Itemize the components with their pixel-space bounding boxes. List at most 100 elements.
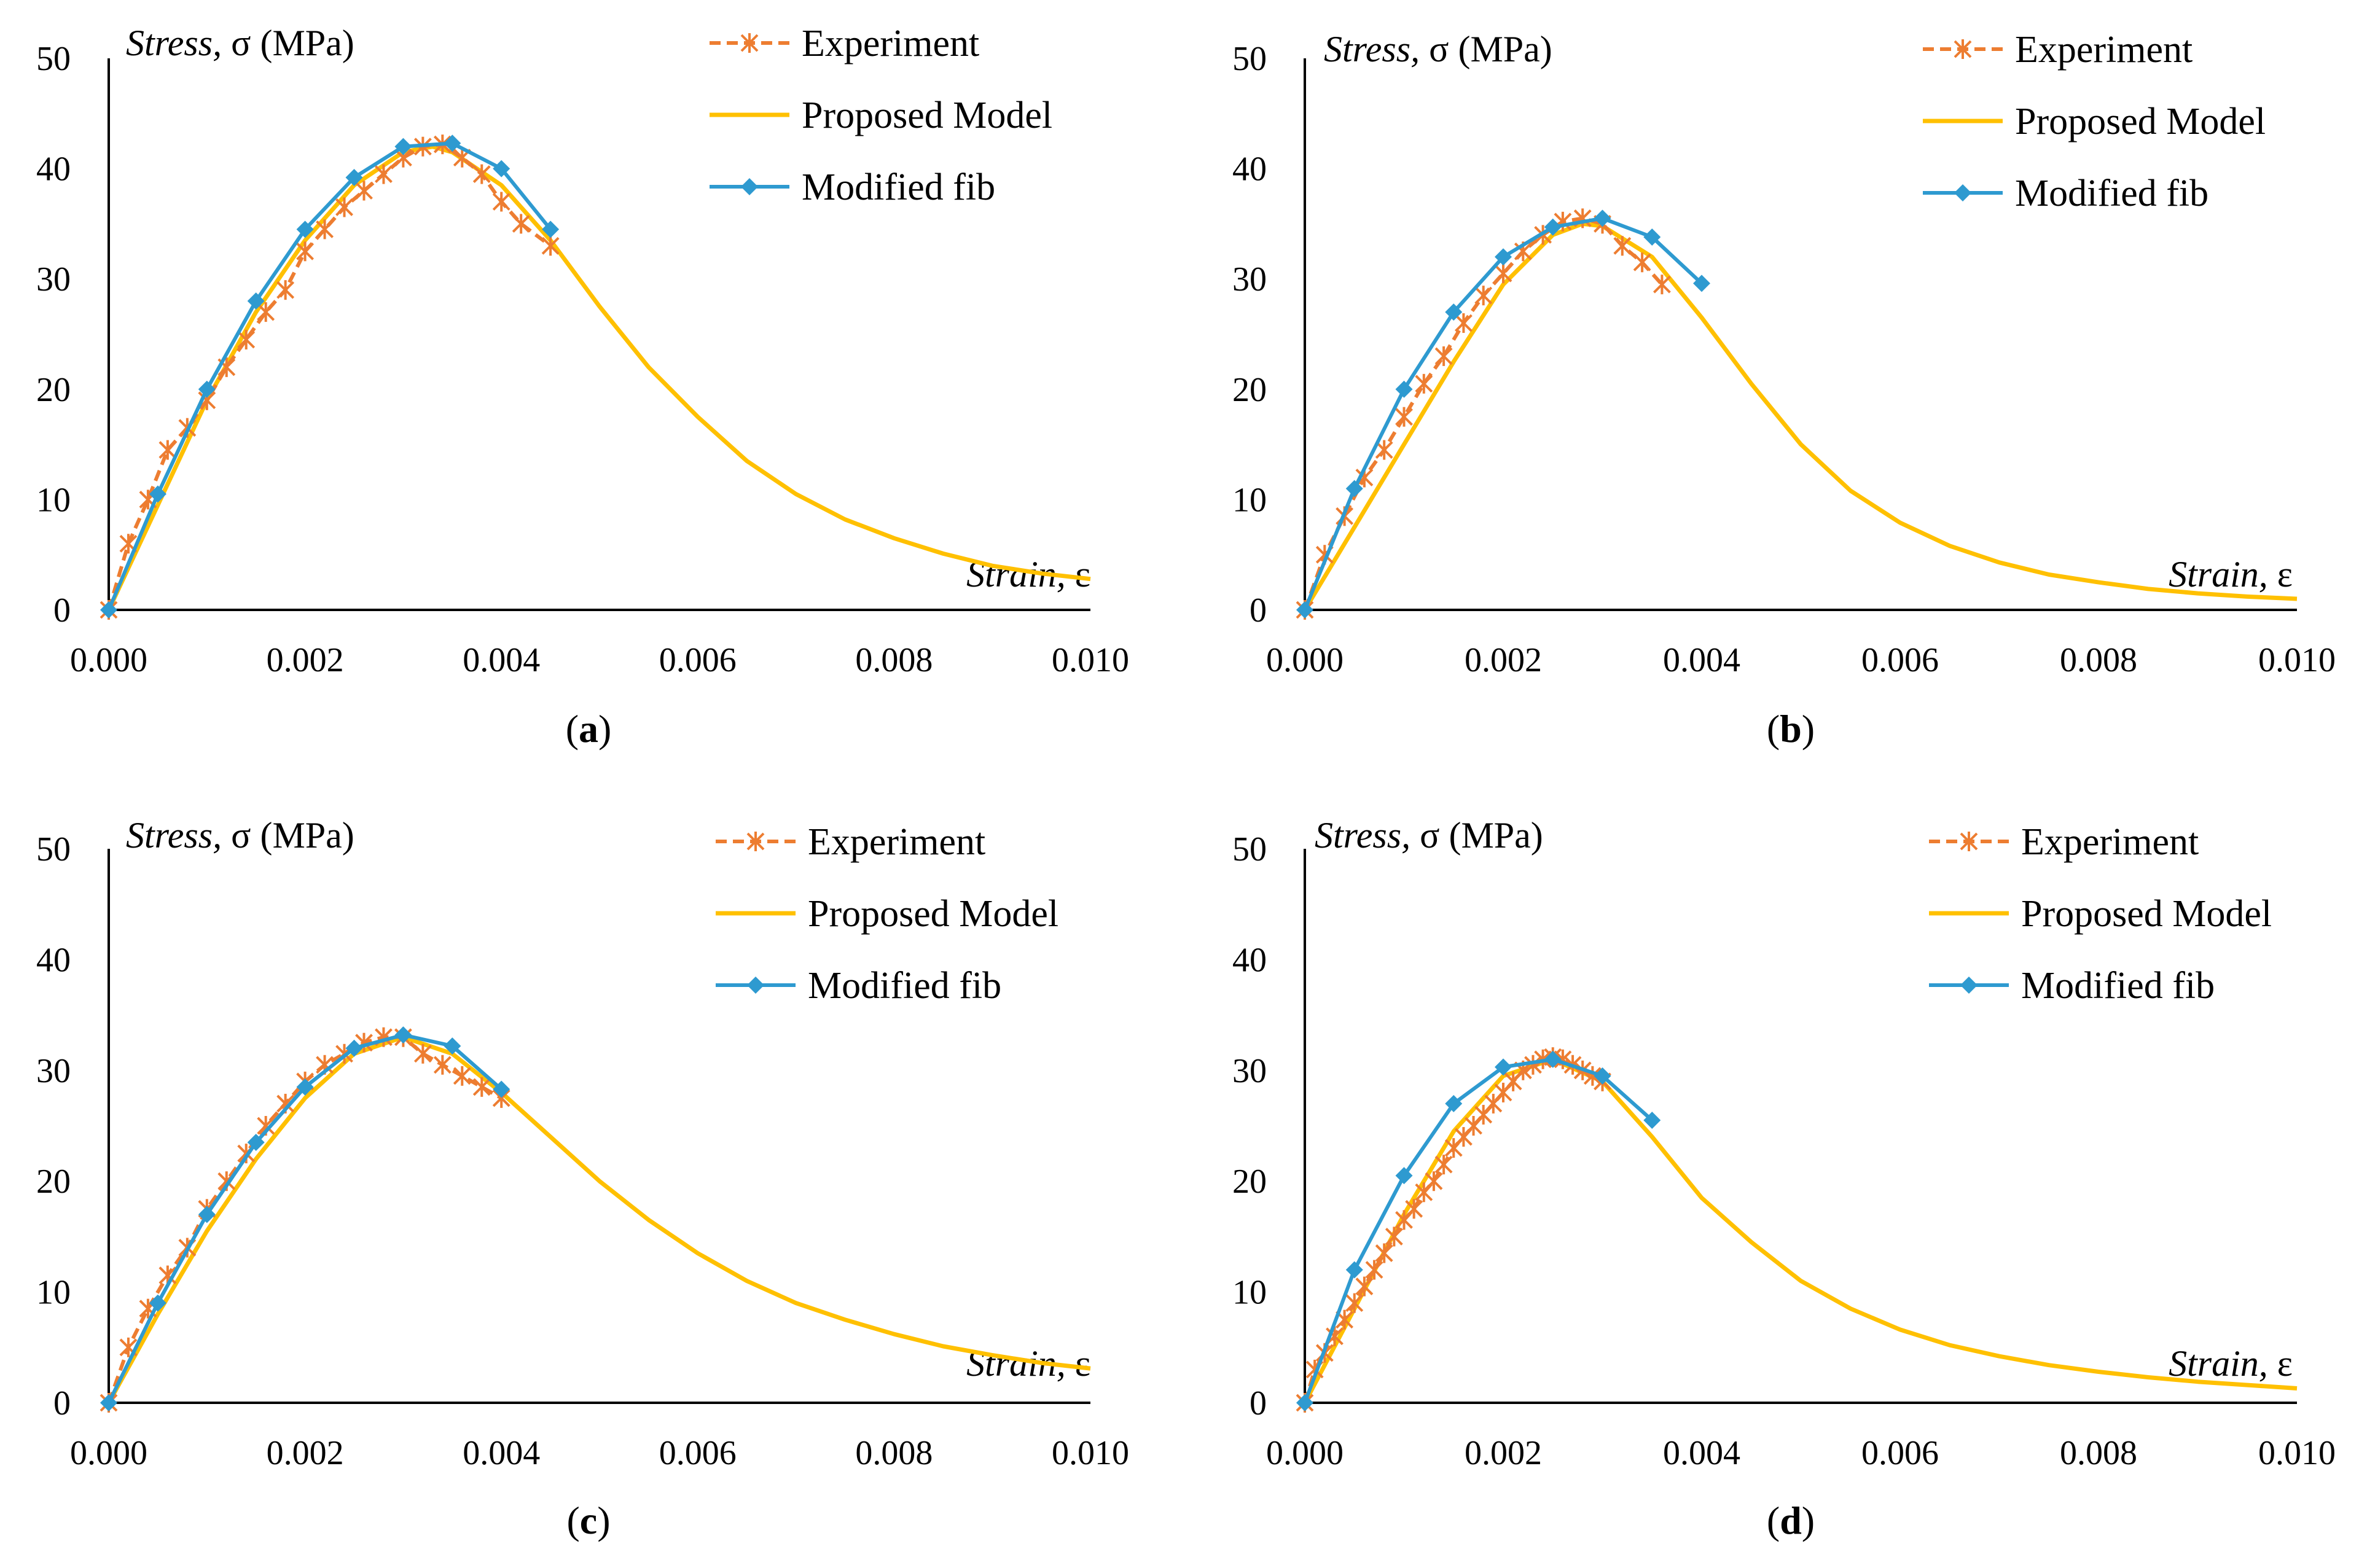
modified-fib-point — [444, 1037, 461, 1055]
y-tick-label: 50 — [36, 40, 71, 78]
modified-fib-point — [1643, 1111, 1661, 1129]
y-tick-label: 10 — [1232, 1274, 1267, 1312]
x-tick-label: 0.006 — [659, 641, 737, 679]
modified-fib-point — [444, 135, 461, 152]
y-tick-label: 10 — [1232, 481, 1267, 519]
legend-label-proposed-model: Proposed Model — [802, 95, 1052, 136]
modified-fib-point — [149, 485, 166, 503]
y-tick-label: 0 — [53, 1384, 71, 1422]
legend-marker-modified-fib — [741, 178, 758, 195]
legend-label-modified-fib: Modified fib — [802, 166, 995, 208]
x-tick-label: 0.010 — [1052, 641, 1129, 679]
series-line-proposed-model — [106, 144, 1091, 611]
x-tick-label: 0.002 — [1465, 641, 1542, 679]
y-tick-label: 0 — [1250, 591, 1267, 630]
modified-fib-point — [1445, 1094, 1463, 1112]
legend-marker-experiment — [1954, 39, 1972, 59]
modified-fib-point — [1643, 228, 1661, 246]
modified-fib-point — [493, 160, 511, 177]
legend-label-modified-fib: Modified fib — [808, 965, 1001, 1007]
experiment-point — [1454, 313, 1473, 333]
series-line-modified-fib — [107, 141, 552, 611]
panel-caption-c: (c) — [566, 1499, 610, 1542]
x-tick-label: 0.002 — [267, 1434, 344, 1472]
modified-fib-point — [1693, 275, 1710, 292]
x-tick-label: 0.006 — [659, 1434, 737, 1472]
experiment-point — [158, 440, 177, 460]
y-tick-label: 50 — [1232, 40, 1267, 78]
modified-fib-point — [1345, 480, 1363, 497]
chart-panel-d: 0 10 20 30 40 50 0.000 0.002 0.004 0.006 0.008 0.01… — [1232, 815, 2336, 1542]
x-tick-label: 0.008 — [2060, 641, 2137, 679]
x-tick-label: 0.010 — [2258, 641, 2336, 679]
modified-fib-point — [247, 292, 265, 310]
y-tick-label: 30 — [1232, 260, 1267, 298]
legend-label-experiment: Experiment — [808, 821, 985, 863]
chart-panel-c: 0 10 20 30 40 50 0.000 0.002 0.004 0.006 0.008 0.01… — [36, 815, 1129, 1542]
modified-fib-point — [345, 1039, 363, 1057]
x-tick-label: 0.008 — [855, 1434, 933, 1472]
legend-marker-experiment — [740, 33, 759, 53]
experiment-point — [335, 197, 353, 217]
experiment-point — [1355, 1276, 1374, 1297]
x-axis-label: Strain, ε — [2169, 554, 2293, 595]
legend-label-experiment: Experiment — [802, 23, 979, 64]
legend-label-proposed-model: Proposed Model — [808, 893, 1058, 935]
legend-label-experiment: Experiment — [2015, 29, 2193, 71]
x-axis-label: Strain, ε — [966, 554, 1090, 595]
panel-caption-a: (a) — [566, 707, 612, 751]
y-tick-label: 40 — [36, 150, 71, 189]
chart-panel-a: 0 10 20 30 40 50 0.000 0.002 0.004 0.006 0.008 0.01… — [36, 23, 1129, 751]
experiment-point — [1653, 275, 1671, 295]
experiment-point — [1633, 252, 1651, 273]
legend-marker-experiment — [1960, 832, 1978, 851]
y-axis-label: Stress, σ (MPa) — [126, 815, 354, 856]
experiment-point — [512, 214, 530, 234]
legend-marker-modified-fib — [1954, 184, 1971, 201]
modified-fib-point — [1395, 1167, 1413, 1185]
y-axis-label: Stress, σ (MPa) — [126, 23, 354, 63]
x-tick-label: 0.000 — [70, 1434, 147, 1472]
x-tick-label: 0.004 — [1663, 1434, 1740, 1472]
y-tick-label: 20 — [36, 371, 71, 409]
experiment-point — [1345, 1293, 1364, 1313]
y-tick-label: 10 — [36, 481, 71, 519]
experiment-point — [1375, 1243, 1393, 1263]
x-tick-label: 0.006 — [1861, 1434, 1939, 1472]
legend: Experiment Proposed Model Modified fib — [1923, 29, 2266, 214]
experiment-point — [1425, 1171, 1443, 1192]
chart-panel-b: 0 10 20 30 40 50 0.000 0.002 0.004 0.006 0.008 0.01… — [1232, 29, 2336, 751]
modified-fib-point — [394, 1026, 412, 1044]
experiment-point — [1365, 1260, 1383, 1280]
y-tick-label: 50 — [1232, 830, 1267, 868]
x-tick-label: 0.002 — [267, 641, 344, 679]
legend-label-proposed-model: Proposed Model — [2015, 101, 2266, 142]
y-tick-label: 50 — [36, 830, 71, 868]
legend: Experiment Proposed Model Modified fib — [1929, 821, 2272, 1007]
experiment-point — [355, 181, 373, 201]
modified-fib-point — [198, 380, 216, 398]
experiment-point — [433, 1055, 452, 1075]
modified-fib-point — [542, 220, 560, 238]
y-tick-label: 30 — [36, 260, 71, 298]
y-tick-label: 20 — [1232, 1163, 1267, 1201]
modified-fib-point — [1395, 380, 1413, 398]
experiment-point — [1613, 236, 1632, 256]
legend-label-modified-fib: Modified fib — [2015, 173, 2208, 214]
modified-fib-point — [198, 1206, 216, 1223]
modified-fib-point — [1296, 1394, 1313, 1411]
experiment-point — [1434, 1155, 1453, 1175]
x-tick-label: 0.004 — [463, 641, 540, 679]
modified-fib-point — [100, 601, 117, 618]
y-tick-label: 40 — [36, 941, 71, 979]
experiment-point — [1395, 407, 1413, 427]
experiment-point — [316, 219, 334, 240]
x-tick-label: 0.000 — [1266, 641, 1344, 679]
modified-fib-point — [493, 1080, 511, 1098]
x-tick-label: 0.000 — [70, 641, 147, 679]
modified-fib-point — [1495, 1058, 1512, 1076]
modified-fib-point — [1594, 1067, 1611, 1085]
experiment-point — [257, 302, 275, 322]
experiment-point — [413, 1043, 432, 1064]
